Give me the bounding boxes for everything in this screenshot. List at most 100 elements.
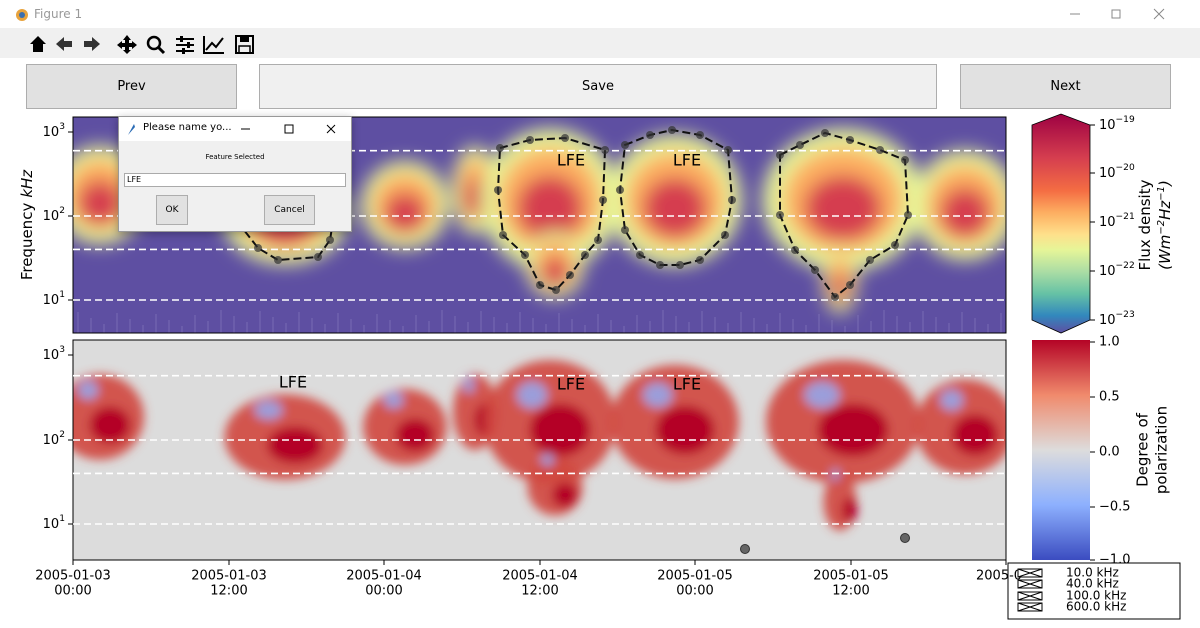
feature-label: LFE	[557, 151, 585, 170]
depolarized-patch	[517, 382, 547, 408]
tick-base: 10	[43, 125, 60, 140]
polarized-core	[530, 404, 590, 456]
flux-colorbar	[1031, 113, 1091, 334]
emission-core	[517, 175, 583, 241]
feature-contour	[618, 128, 734, 266]
legend-entry: 40.0 kHz	[1066, 577, 1119, 591]
next-button[interactable]: Next	[960, 64, 1171, 109]
contour-vertex	[621, 141, 629, 149]
x-tick-time: 00:00	[365, 584, 402, 599]
name-input[interactable]: LFE	[124, 173, 346, 187]
cancel-button[interactable]: Cancel	[264, 195, 315, 225]
save-button[interactable]: Save	[259, 64, 937, 109]
colorbar-tick-label: 10−21	[1099, 212, 1135, 230]
contour-vertex	[821, 129, 829, 137]
dialog-controls[interactable]	[237, 121, 349, 137]
depolarized-patch	[804, 382, 840, 408]
contour-vertex	[831, 293, 839, 301]
polarization-emission	[73, 360, 1006, 531]
colorbar-tick-label: 10−22	[1099, 261, 1135, 279]
tick-base: 10	[1099, 118, 1116, 133]
depolarized-patch	[831, 469, 840, 481]
ok-button[interactable]: OK	[156, 195, 188, 225]
contour-vertex	[552, 286, 560, 294]
y-tick-label: 101	[43, 290, 65, 308]
tick-base: 10	[43, 433, 60, 448]
contour-vertex	[494, 186, 502, 194]
window-title: Figure 1	[34, 7, 83, 21]
contour-vertex	[646, 131, 654, 139]
x-tick-time: 00:00	[676, 584, 713, 599]
feature-label: LFE	[673, 151, 701, 170]
tick-exponent: −21	[1116, 212, 1135, 222]
colorbar-tick-label: 1.0	[1099, 335, 1120, 350]
legend-entry: 100.0 kHz	[1066, 589, 1126, 603]
contour-vertex	[796, 141, 804, 149]
contour-vertex	[601, 146, 609, 154]
contour-vertex	[521, 251, 529, 259]
contour-vertex	[526, 136, 534, 144]
unit-part: )	[1156, 180, 1174, 187]
contour-vertex	[811, 266, 819, 274]
contour-vertex	[536, 281, 544, 289]
axis-label-text: Frequency	[18, 203, 36, 281]
tick-exponent: −19	[1116, 115, 1135, 125]
unit-superscript: −2	[1156, 220, 1167, 235]
contour-vertex	[599, 196, 607, 204]
prev-button[interactable]: Prev	[26, 64, 237, 109]
axis-unit: kHz	[18, 169, 36, 198]
contour-vertex	[776, 151, 784, 159]
name-dialog: Please name yo... Feature Selected LFE O…	[118, 116, 352, 232]
app-icon	[16, 9, 28, 21]
contour-vertex	[656, 261, 664, 269]
tick-base: 10	[43, 517, 60, 532]
contour-vertex	[724, 146, 732, 154]
feature-label: LFE	[279, 373, 307, 392]
y-tick-label: 103	[43, 122, 66, 140]
contour-vertex	[891, 241, 899, 249]
x-tick-date: 2005-01-04	[346, 569, 422, 584]
feature-label: LFE	[557, 375, 585, 394]
depolarized-patch	[464, 377, 474, 393]
contour-vertex	[594, 236, 602, 244]
legend-entry: 10.0 kHz	[1066, 566, 1119, 580]
colorbar-label: Degree of	[1134, 412, 1152, 487]
tick-base: 10	[1099, 264, 1116, 279]
x-tick-date: 2005-01-05	[813, 569, 889, 584]
unit-superscript: −1	[1156, 186, 1167, 201]
toolbar-icons[interactable]	[26, 33, 266, 55]
colorbar-tick-label: 10−19	[1099, 115, 1135, 133]
depolarized-patch	[78, 381, 98, 399]
contour-vertex	[876, 146, 884, 154]
tick-exponent: −20	[1116, 163, 1135, 173]
contour-vertex	[901, 156, 909, 164]
contour-vertex	[561, 134, 569, 142]
legend-handle-hatch	[1017, 568, 1043, 578]
depolarized-patch	[643, 383, 673, 407]
contour-vertex	[581, 251, 589, 259]
x-tick-time: 12:00	[521, 584, 558, 599]
contour-vertex	[721, 231, 729, 239]
tick-exponent: 2	[59, 430, 65, 440]
unit-part: (Wm	[1156, 235, 1174, 270]
contour-vertex	[499, 231, 507, 239]
legend-handle-hatch	[1017, 602, 1043, 612]
tick-base: 10	[1099, 313, 1116, 328]
colorbar-label: polarization	[1153, 406, 1171, 494]
polarized-core	[396, 419, 434, 451]
tick-exponent: 3	[59, 122, 65, 132]
contour-vertex	[676, 261, 684, 269]
tick-exponent: 2	[59, 206, 65, 216]
window-controls[interactable]	[1060, 4, 1180, 24]
tick-base: 10	[1099, 215, 1116, 230]
contour-vertex	[326, 236, 334, 244]
emission-core	[541, 258, 569, 288]
marker-point	[740, 544, 750, 554]
x-tick-date: 2005-01-03	[35, 569, 111, 584]
contour-vertex	[846, 281, 854, 289]
tick-exponent: 1	[59, 290, 65, 300]
dialog-title-bar: Please name yo...	[119, 117, 351, 141]
tick-base: 10	[43, 348, 60, 363]
y-tick-label: 102	[43, 430, 65, 448]
colorbar-label: Flux density	[1136, 179, 1154, 270]
